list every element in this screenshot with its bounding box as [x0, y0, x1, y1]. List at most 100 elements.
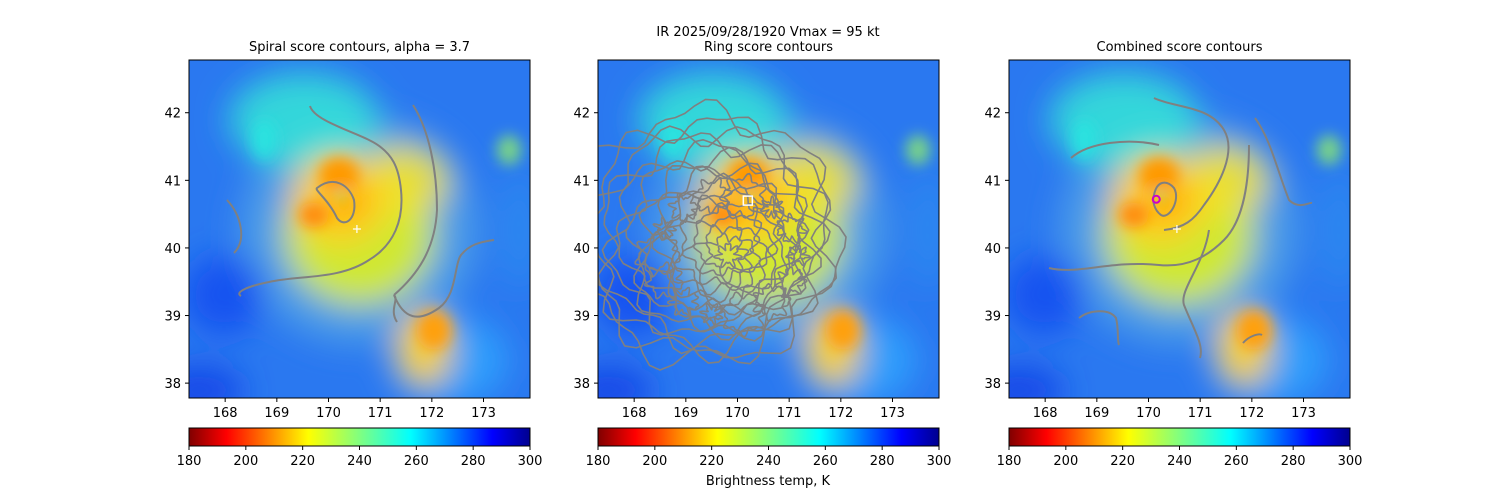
y-tick-label: 38 — [573, 377, 590, 392]
y-tick-label: 40 — [164, 242, 181, 257]
colorbar-tick-label: 200 — [642, 454, 667, 469]
y-tick-label: 42 — [164, 107, 181, 122]
score-contours — [598, 98, 847, 371]
contour-line — [667, 286, 700, 317]
x-tick-label: 173 — [880, 406, 905, 421]
contour-line — [238, 105, 403, 297]
contour-line — [699, 302, 724, 326]
contour-line — [598, 98, 847, 371]
x-tick-label: 168 — [213, 406, 238, 421]
colorbar-label: Brightness temp, K — [706, 474, 831, 489]
y-tick-label: 40 — [984, 242, 1001, 257]
x-tick-label: 169 — [673, 406, 698, 421]
colorbar-tick-label: 180 — [177, 454, 202, 469]
panel-title: Combined score contours — [1097, 40, 1263, 55]
x-tick-label: 169 — [1084, 406, 1109, 421]
heatmap-image — [189, 60, 530, 398]
colorbar-tick-label: 280 — [461, 454, 486, 469]
y-tick-label: 39 — [573, 310, 590, 325]
x-tick-label: 170 — [316, 406, 341, 421]
center-plus-marker — [352, 225, 361, 233]
contour-line — [776, 212, 808, 244]
contour-line — [704, 232, 750, 277]
colorbar: 180 200 220 240 260 280 300 — [586, 427, 952, 469]
contour-line — [1048, 144, 1250, 271]
panel-3: Combined score contours 168 169 170 171 172 17… — [984, 40, 1363, 469]
y-tick-label: 39 — [164, 310, 181, 325]
contour-line — [719, 291, 766, 338]
contour-line — [1078, 310, 1120, 346]
colorbar-tick-label: 240 — [347, 454, 372, 469]
x-tick-label: 172 — [1239, 406, 1264, 421]
contour-line — [652, 216, 677, 241]
contour-line — [644, 172, 789, 316]
colorbar: 180 200 220 240 260 280 300 — [997, 427, 1363, 469]
contour-line — [615, 146, 808, 341]
colorbar-tick-label: 220 — [290, 454, 315, 469]
contour-line — [718, 172, 767, 219]
contour-line — [774, 266, 808, 297]
colorbar-tick-label: 260 — [1224, 454, 1249, 469]
panel-2: Ring score contours 168 169 170 171 172 173 38 3… — [573, 40, 952, 469]
contour-line — [1070, 140, 1160, 159]
y-tick-label: 42 — [573, 107, 590, 122]
contour-line — [651, 186, 785, 308]
colorbar-tick-label: 300 — [1338, 454, 1363, 469]
colorbar-tick-label: 220 — [1110, 454, 1135, 469]
y-tick-label: 41 — [984, 174, 1001, 189]
colorbar-tick-label: 200 — [233, 454, 258, 469]
contour-line — [393, 239, 495, 318]
contour-line — [1242, 333, 1263, 344]
colorbar-tick-label: 240 — [1167, 454, 1192, 469]
colorbar: 180 200 220 240 260 280 300 — [177, 427, 542, 469]
colorbar-tick-label: 260 — [813, 454, 838, 469]
x-tick-label: 169 — [264, 406, 289, 421]
contour-line — [692, 224, 755, 284]
colorbar-tick-label: 200 — [1053, 454, 1078, 469]
contour-line — [598, 125, 829, 364]
panel-title: Spiral score contours, alpha = 3.7 — [249, 40, 470, 55]
contour-line — [759, 195, 784, 220]
x-tick-label: 168 — [622, 406, 647, 421]
heatmap-image — [598, 60, 939, 398]
x-tick-label: 172 — [828, 406, 853, 421]
contour-line — [785, 244, 811, 267]
contour-line — [1254, 117, 1313, 207]
contour-line — [691, 177, 733, 215]
contour-line — [598, 132, 831, 355]
contour-line — [1152, 181, 1178, 217]
x-tick-label: 171 — [1188, 406, 1213, 421]
contour-line — [598, 116, 837, 365]
contour-line — [1153, 97, 1230, 231]
colorbar-tick-label: 180 — [586, 454, 611, 469]
contour-line — [634, 231, 681, 278]
x-tick-label: 171 — [777, 406, 802, 421]
axes-frame — [1008, 59, 1351, 399]
x-tick-label: 168 — [1033, 406, 1058, 421]
center-square-marker — [742, 195, 754, 206]
colorbar-tick-label: 260 — [404, 454, 429, 469]
contour-line — [644, 261, 684, 300]
score-contours — [226, 104, 495, 323]
y-tick-label: 41 — [164, 174, 181, 189]
x-tick-label: 172 — [419, 406, 444, 421]
center-plus-marker — [1172, 225, 1181, 233]
x-tick-label: 173 — [1291, 406, 1316, 421]
contour-line — [713, 242, 743, 269]
score-contours — [1048, 97, 1313, 359]
axes-frame — [188, 59, 531, 399]
contour-line — [392, 294, 398, 323]
panel-title: Ring score contours — [704, 40, 833, 55]
axes-frame — [597, 59, 940, 399]
figure-suptitle: IR 2025/09/28/1920 Vmax = 95 kt — [656, 25, 879, 40]
contour-line — [393, 104, 438, 296]
colorbar-tick-label: 280 — [1281, 454, 1306, 469]
x-tick-label: 171 — [368, 406, 393, 421]
colorbar-tick-label: 300 — [927, 454, 952, 469]
x-tick-label: 173 — [471, 406, 496, 421]
colorbar-tick-label: 220 — [699, 454, 724, 469]
y-tick-label: 42 — [984, 107, 1001, 122]
contour-line — [226, 199, 243, 254]
panel-1: Spiral score contours, alpha = 3.7 168 169… — [164, 40, 542, 469]
